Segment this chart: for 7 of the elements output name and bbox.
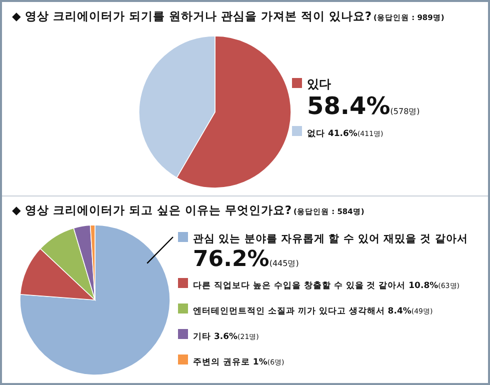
legend-label: 있다	[307, 77, 331, 91]
data-label: 58.4%(578명)	[307, 92, 420, 120]
chart-title: ◆ 영상 크리에이터가 되고 싶은 이유는 무엇인가요?	[12, 203, 292, 217]
data-label: 76.2%(445명)	[193, 247, 299, 272]
legend-label: 관심 있는 분야를 자유롭게 할 수 있어 재밌을 것 같아서	[193, 233, 468, 245]
pie-slice	[20, 224, 170, 376]
chart-title: ◆ 영상 크리에이터가 되기를 원하거나 관심을 가져본 적이 있나요?	[12, 9, 372, 23]
